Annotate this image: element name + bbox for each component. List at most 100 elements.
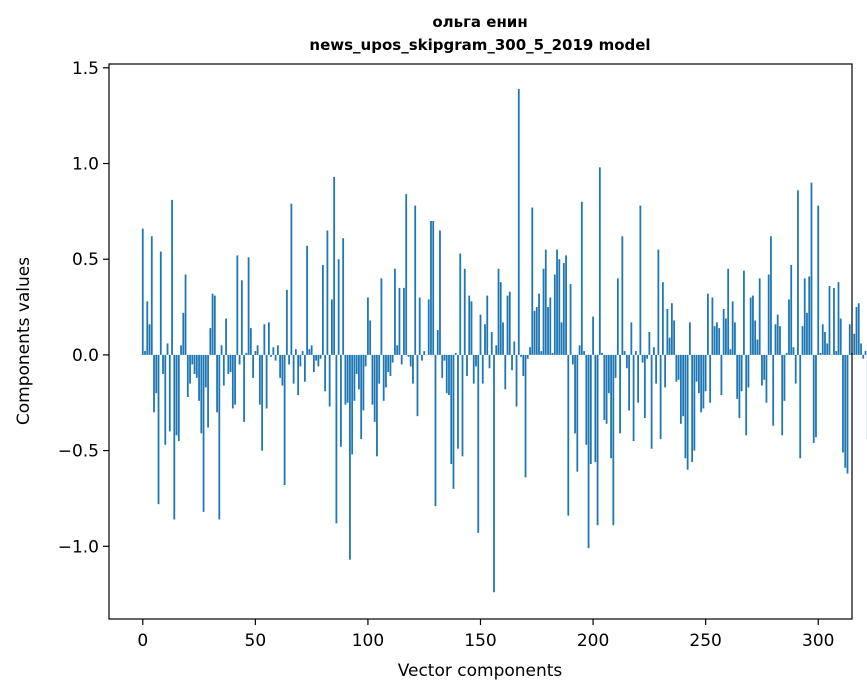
bar [723, 309, 725, 355]
bar [763, 355, 765, 380]
bar [779, 326, 781, 355]
bar [675, 355, 677, 382]
bar [781, 355, 783, 435]
bar [856, 307, 858, 355]
bar [387, 355, 389, 372]
bar [437, 330, 439, 355]
y-tick-label: 0.5 [72, 250, 99, 270]
bar [365, 355, 367, 366]
bar [513, 342, 515, 355]
bar [815, 355, 817, 437]
bar [408, 355, 410, 357]
x-tick-label: 300 [802, 631, 834, 651]
bar [378, 355, 380, 384]
bar [315, 355, 317, 361]
bar [534, 311, 536, 355]
bar [475, 355, 477, 366]
bar [489, 355, 491, 368]
bar [284, 355, 286, 485]
bar [707, 294, 709, 355]
bar [651, 355, 653, 449]
bar [648, 332, 650, 355]
bar [230, 355, 232, 372]
bar [207, 355, 209, 428]
bar [757, 340, 759, 355]
bar [777, 315, 779, 355]
bar [221, 345, 223, 355]
bar [414, 206, 416, 355]
bar [561, 322, 563, 355]
bar [806, 313, 808, 355]
bar [727, 269, 729, 355]
bar [498, 269, 500, 355]
bar [354, 355, 356, 401]
bar [570, 284, 572, 355]
bar [360, 355, 362, 439]
y-tick-label: 1.5 [72, 59, 99, 79]
bar [464, 269, 466, 355]
bar [655, 355, 657, 384]
bar [693, 355, 695, 451]
bar [730, 349, 732, 355]
bar [453, 355, 455, 489]
bar [304, 355, 306, 382]
bar [390, 355, 392, 376]
bar [286, 290, 288, 355]
bar [583, 351, 585, 355]
bar [579, 345, 581, 355]
bar [236, 255, 238, 355]
x-tick-label: 0 [137, 631, 148, 651]
bar [732, 301, 734, 355]
bar [811, 183, 813, 355]
bar [617, 278, 619, 355]
bar [212, 294, 214, 355]
bar [525, 355, 527, 477]
bar [761, 355, 763, 386]
bar [466, 355, 468, 376]
bar [725, 319, 727, 355]
bar [401, 355, 403, 365]
bar [793, 347, 795, 355]
bar [824, 332, 826, 355]
bar [610, 355, 612, 458]
bar [435, 355, 437, 506]
bar [709, 355, 711, 403]
bar [448, 355, 450, 395]
bar [799, 355, 801, 458]
bar [612, 355, 614, 525]
chart-title-line-1: ольга енин [432, 13, 527, 31]
bar [662, 282, 664, 355]
bar [200, 355, 202, 433]
bar [518, 89, 520, 355]
bar [844, 355, 846, 468]
bar [608, 355, 610, 393]
bar [155, 355, 157, 393]
bar [245, 353, 247, 355]
bar [340, 355, 342, 447]
bar [748, 355, 750, 388]
bar [637, 355, 639, 403]
bar [261, 355, 263, 451]
bar [642, 355, 644, 363]
x-tick-label: 150 [464, 631, 496, 651]
y-axis-label: Components values [14, 257, 34, 425]
bar [538, 294, 540, 355]
bar [455, 353, 457, 355]
bar [743, 271, 745, 355]
bar [684, 355, 686, 458]
bar [741, 355, 743, 391]
bar [795, 355, 797, 384]
bar [214, 296, 216, 355]
bar [516, 355, 518, 407]
bar [768, 275, 770, 355]
bar [865, 351, 867, 355]
bar [770, 236, 772, 355]
bar [581, 202, 583, 355]
bar [615, 355, 617, 378]
x-axis-label: Vector components [398, 661, 563, 681]
bar [164, 355, 166, 445]
bar [590, 355, 592, 464]
bar [194, 355, 196, 374]
bar [198, 355, 200, 401]
bar [412, 355, 414, 384]
